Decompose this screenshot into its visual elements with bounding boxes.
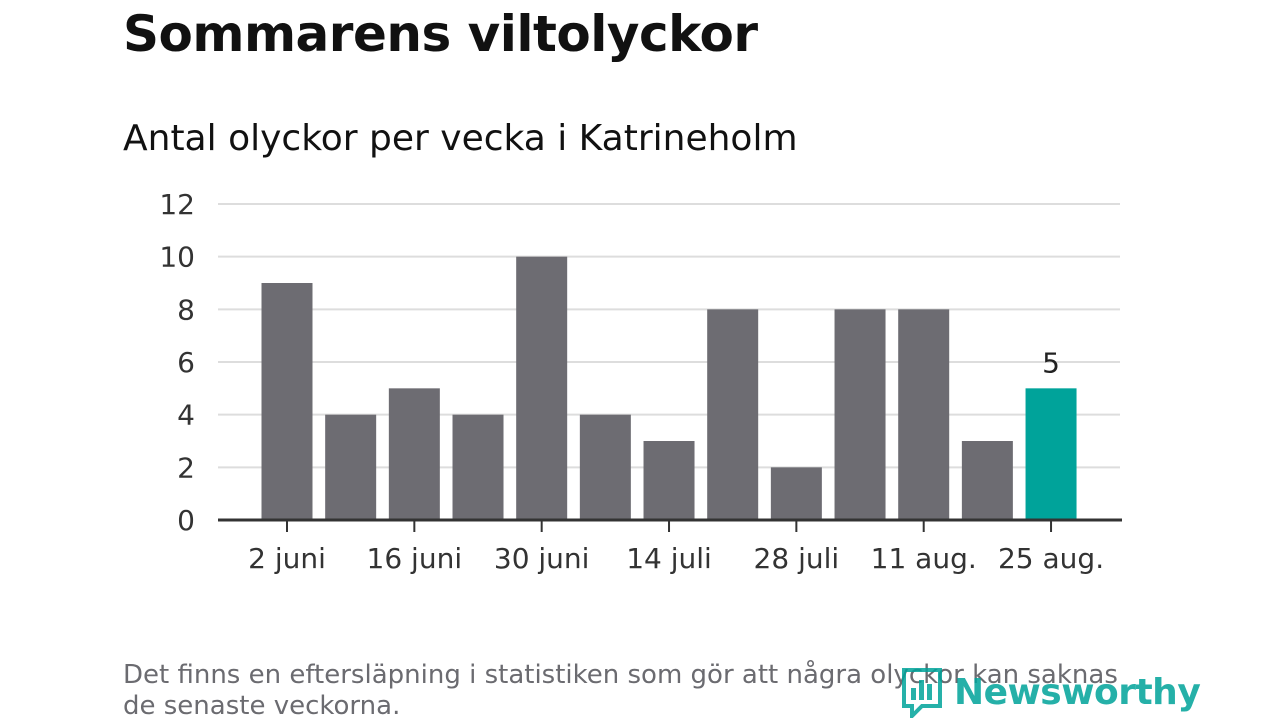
- logo-text: Newsworthy: [954, 671, 1201, 713]
- x-tick-label: 16 juni: [367, 542, 463, 575]
- x-tick-label: 2 juni: [248, 542, 326, 575]
- bars: [261, 256, 1077, 520]
- bar-21-juli: [707, 309, 759, 520]
- bar-4-aug-: [834, 309, 886, 520]
- x-tick-label: 25 aug.: [998, 542, 1104, 575]
- bar-25-aug-: [1025, 388, 1077, 520]
- data-labels: 5: [1042, 346, 1060, 379]
- y-tick-label: 0: [177, 504, 195, 537]
- chart-title: Sommarens viltolyckor: [123, 5, 758, 63]
- x-tick-label: 30 juni: [494, 542, 590, 575]
- y-tick-label: 8: [177, 293, 195, 326]
- bar-30-juni: [516, 256, 568, 520]
- newsworthy-logo: Newsworthy: [900, 666, 1201, 718]
- bar-9-juni: [325, 414, 377, 520]
- x-tick-label: 28 juli: [754, 542, 840, 575]
- footnote: Det finns en eftersläpning i statistiken…: [123, 660, 1118, 721]
- bar-chart-logo-icon: [902, 668, 942, 718]
- bar-14-juli: [643, 441, 695, 520]
- y-axis-ticks: 0 2 4 6 8 10 12: [159, 188, 195, 537]
- y-tick-label: 12: [159, 188, 195, 221]
- bar-7-juli: [579, 414, 631, 520]
- y-tick-label: 2: [177, 451, 195, 484]
- data-label: 5: [1042, 346, 1060, 379]
- x-tick-label: 11 aug.: [871, 542, 977, 575]
- x-tick-label: 14 juli: [626, 542, 712, 575]
- bar-2-juni: [261, 283, 313, 520]
- y-tick-label: 10: [159, 241, 195, 274]
- bar-28-juli: [770, 467, 822, 520]
- y-tick-label: 4: [177, 399, 195, 432]
- bar-11-aug-: [898, 309, 950, 520]
- x-axis: 2 juni 16 juni 30 juni 14 juli 28 juli 11 aug…: [218, 518, 1122, 575]
- chart-subtitle: Antal olyckor per vecka i Katrineholm: [123, 118, 798, 159]
- bar-18-aug-: [961, 441, 1013, 520]
- bar-16-juni: [388, 388, 440, 520]
- y-tick-label: 6: [177, 346, 195, 379]
- bar-23-juni: [452, 414, 504, 520]
